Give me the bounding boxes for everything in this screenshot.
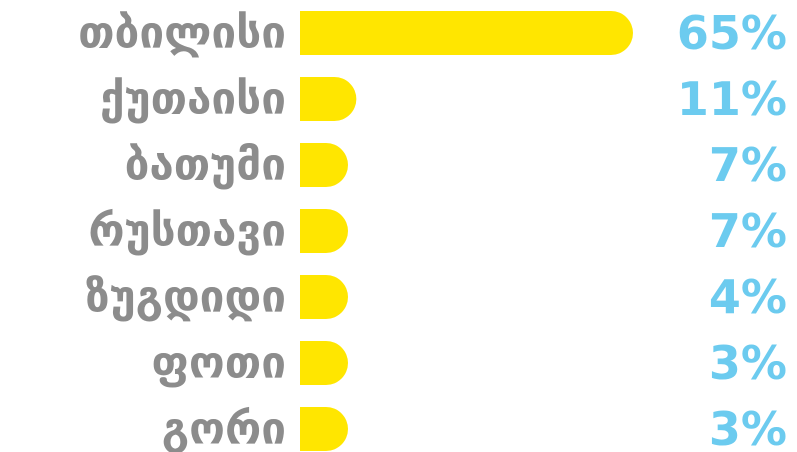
bar-7 [300, 407, 348, 451]
bar-2 [300, 77, 357, 121]
bar-1 [300, 11, 633, 55]
bar-3 [300, 143, 348, 187]
bar-6 [300, 341, 348, 385]
category-label-1: თბილისი [78, 8, 286, 59]
value-label-2: 11% [677, 72, 787, 126]
value-label-5: 4% [709, 270, 787, 324]
bars-group [300, 11, 633, 451]
category-label-6: ფოთი [151, 338, 286, 389]
bar-4 [300, 209, 348, 253]
value-label-4: 7% [709, 204, 787, 258]
category-label-3: ბათუმი [125, 140, 286, 191]
value-label-6: 3% [709, 336, 787, 390]
value-labels-group: 65% 11% 7% 7% 4% 3% 3% [677, 6, 787, 452]
category-label-5: ზუგდიდი [85, 272, 286, 323]
value-label-3: 7% [709, 138, 787, 192]
category-label-7: გორი [162, 404, 286, 452]
category-label-4: რუსთავი [88, 206, 286, 257]
value-label-7: 3% [709, 402, 787, 452]
category-labels-group: თბილისი ქუთაისი ბათუმი რუსთავი ზუგდიდი ფოთი გო… [78, 8, 286, 452]
category-label-2: ქუთაისი [100, 74, 286, 125]
bar-5 [300, 275, 348, 319]
value-label-1: 65% [677, 6, 787, 60]
